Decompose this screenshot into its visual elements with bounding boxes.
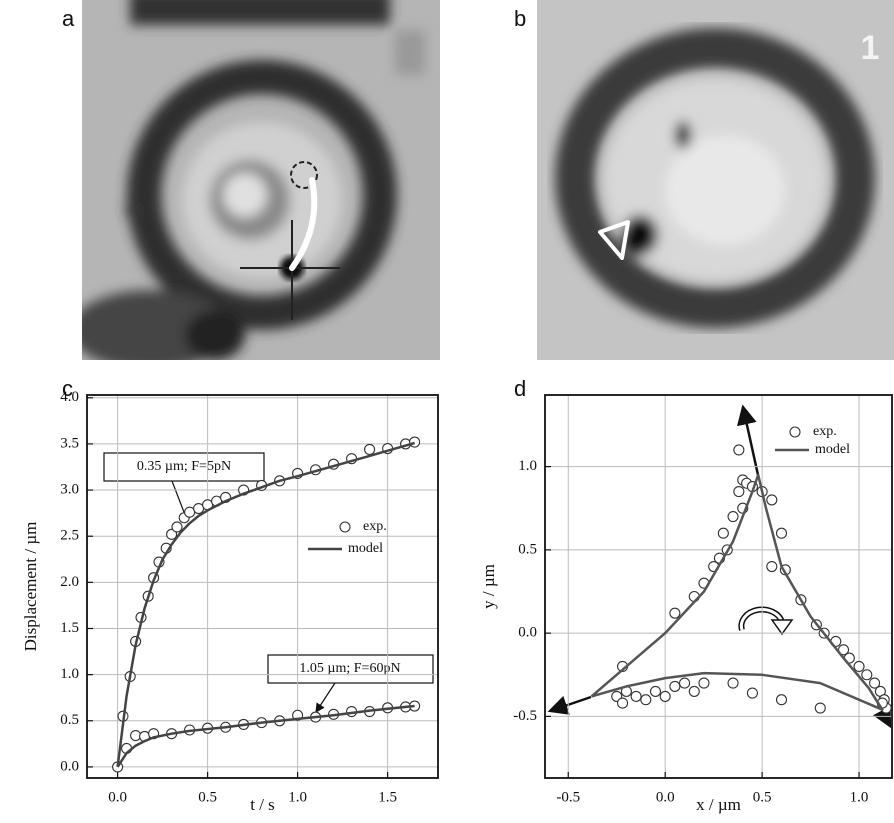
y-tick-label: 1.5 — [60, 620, 79, 636]
micrograph-a — [82, 0, 440, 360]
legend-label: exp. — [363, 519, 387, 534]
panel-label: b — [514, 6, 526, 31]
y-axis-label: Displacement / µm — [21, 522, 40, 652]
data-point — [364, 443, 376, 456]
data-point — [717, 527, 729, 539]
x-tick-label: 1.5 — [378, 789, 397, 805]
y-tick-label: 0.5 — [518, 541, 537, 557]
plot-frame — [544, 394, 893, 779]
panel-label: c — [62, 376, 73, 401]
legend-label: exp. — [813, 424, 837, 439]
data-point — [649, 685, 662, 697]
data-point — [775, 527, 788, 539]
x-tick-label: 1.0 — [850, 789, 869, 805]
data-point — [733, 486, 745, 498]
x-axis-label: t / s — [250, 795, 275, 814]
x-tick-label: 0.0 — [108, 789, 127, 805]
data-point — [409, 436, 421, 448]
legend-marker — [339, 521, 351, 533]
rotation-arrow-head — [770, 619, 794, 636]
data-point — [679, 677, 691, 689]
direction-arrow — [872, 705, 892, 729]
data-point — [659, 690, 671, 702]
rotation-arrow — [739, 608, 784, 631]
data-point — [727, 511, 739, 523]
x-tick-label: 0.5 — [753, 789, 772, 805]
panel-label: a — [62, 6, 75, 31]
data-point — [869, 677, 881, 689]
data-point — [775, 694, 788, 706]
x-tick-label: 0.5 — [198, 789, 217, 805]
y-tick-label: 1.0 — [518, 458, 537, 474]
data-point — [640, 694, 652, 706]
x-tick-label: 1.0 — [288, 789, 307, 805]
x-axis-label: x / µm — [696, 795, 741, 814]
direction-arrow — [737, 404, 760, 476]
direction-arrow — [547, 695, 592, 715]
data-point — [130, 729, 142, 742]
x-tick-label: -0.5 — [556, 789, 580, 805]
y-tick-label: 0.0 — [60, 758, 79, 774]
data-point — [837, 644, 850, 656]
y-tick-label: 0.5 — [60, 712, 79, 728]
y-tick-label: 0.0 — [518, 625, 537, 641]
y-tick-label: 2.0 — [60, 574, 79, 590]
data-point — [616, 697, 629, 709]
annotation-box — [267, 654, 434, 684]
y-tick-label: -0.5 — [513, 708, 537, 724]
model-line — [590, 473, 884, 711]
y-tick-label: 1.0 — [60, 666, 79, 682]
y-axis-label: y / µm — [479, 564, 498, 609]
data-point — [733, 444, 745, 456]
data-point — [766, 494, 778, 506]
annotation: 0.35 µm; F=5pN — [137, 459, 231, 474]
data-point — [766, 560, 778, 573]
data-point — [630, 690, 642, 702]
data-point — [669, 680, 681, 692]
data-point — [746, 687, 758, 699]
annotation: 1.05 µm; F=60pN — [299, 661, 400, 676]
data-point — [814, 702, 826, 714]
data-point — [688, 685, 700, 697]
annotation-arrow — [315, 682, 336, 714]
legend-label: model — [815, 442, 850, 457]
data-point — [166, 528, 178, 540]
data-point — [853, 660, 865, 672]
model-line — [116, 441, 415, 768]
data-point — [727, 677, 739, 689]
data-point — [669, 607, 681, 619]
y-tick-label: 2.5 — [60, 528, 79, 544]
plot-frame — [86, 394, 439, 779]
legend-marker — [789, 426, 801, 438]
micrograph-b — [537, 0, 894, 360]
image-label: 1 — [861, 29, 880, 67]
x-tick-label: 0.0 — [656, 789, 675, 805]
y-tick-label: 3.0 — [60, 481, 79, 497]
legend-label: model — [348, 541, 383, 556]
data-point — [861, 669, 873, 681]
data-point — [698, 677, 710, 689]
y-tick-label: 4.0 — [60, 389, 79, 405]
panel-label: d — [514, 376, 526, 401]
annotation-box — [103, 452, 265, 482]
y-tick-label: 3.5 — [60, 435, 79, 451]
data-point — [171, 521, 183, 533]
